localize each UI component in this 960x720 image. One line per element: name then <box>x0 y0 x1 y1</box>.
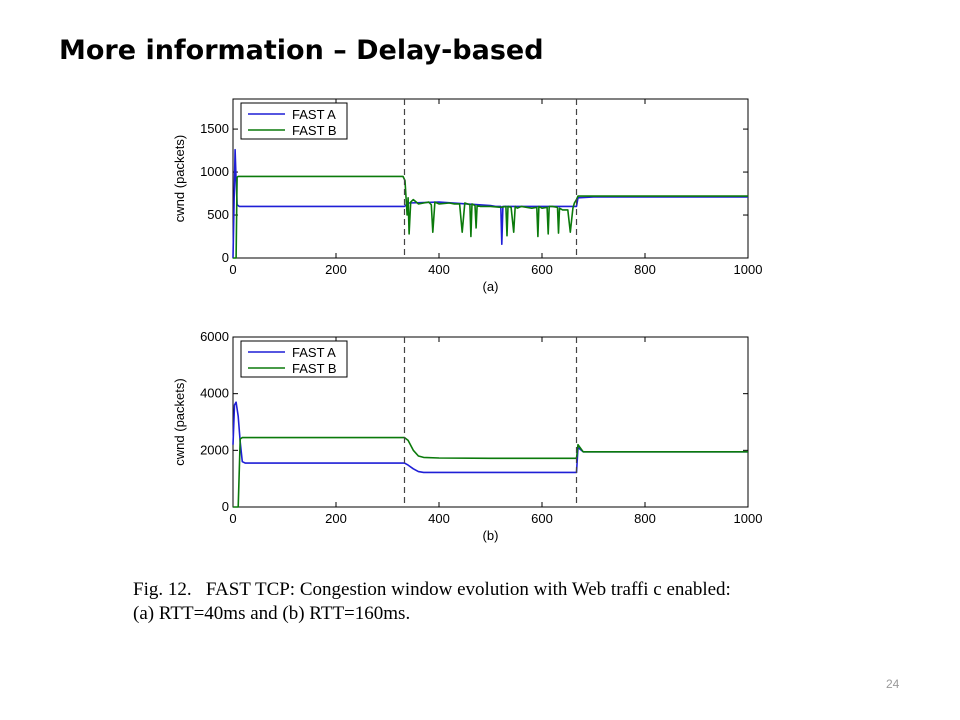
panel-b-series-fast-b <box>233 436 748 508</box>
panel-a-x-axis-label: (a) <box>483 279 499 294</box>
panel-a-legend-box <box>240 102 348 140</box>
figure-caption: Fig. 12. FAST TCP: Congestion window evo… <box>133 578 833 626</box>
panel-b-x-tick-label: 0 <box>229 511 236 526</box>
page-number: 24 <box>886 677 900 691</box>
panel-b-legend-label-fast-b: FAST B <box>292 361 337 376</box>
panel-b-chart: 0 200 400 600 800 1000 0 2000 4000 6000 (b) cwnd (p… <box>172 329 762 543</box>
panel-b-x-tick-label: 400 <box>428 511 450 526</box>
panel-b-legend-label-fast-a: FAST A <box>292 345 336 360</box>
panel-b-x-tick-label: 200 <box>325 511 347 526</box>
panel-a-y-axis-label: cwnd (packets) <box>172 135 187 222</box>
panel-b-x-tick-label: 600 <box>531 511 553 526</box>
panel-a-legend-label-fast-a: FAST A <box>292 107 336 122</box>
panel-a-legend-label-fast-b: FAST B <box>292 123 337 138</box>
slide-title: More information – Delay-based <box>59 35 544 66</box>
caption-line-2: (a) RTT=40ms and (b) RTT=160ms. <box>133 603 411 624</box>
panel-a-x-tick-label: 200 <box>325 262 347 277</box>
panel-a-x-tick-label: 600 <box>531 262 553 277</box>
panel-b-y-tick-label: 4000 <box>200 386 229 401</box>
panel-b-x-axis-label: (b) <box>483 528 499 543</box>
panel-b-x-tick-label: 1000 <box>734 511 763 526</box>
panel-b-y-tick-label: 2000 <box>200 442 229 457</box>
panel-a-chart: 0 200 400 600 800 1000 0 500 1000 1500 (a) cwnd (pa… <box>172 98 763 294</box>
panel-b-y-tick-label: 6000 <box>200 329 229 344</box>
panel-b-legend-box <box>240 340 348 378</box>
panel-a-y-tick-label: 1500 <box>200 121 229 136</box>
panel-a-x-tick-label: 0 <box>229 262 236 277</box>
panel-a-x-tick-label: 800 <box>634 262 656 277</box>
panel-b-x-tick-label: 800 <box>634 511 656 526</box>
panel-a-series-fast-b <box>233 175 748 259</box>
panel-a-y-tick-label: 1000 <box>200 164 229 179</box>
panel-a-x-tick-label: 1000 <box>734 262 763 277</box>
panel-b-y-tick-label: 0 <box>222 499 229 514</box>
panel-b-y-axis-label: cwnd (packets) <box>172 378 187 465</box>
panel-a-x-tick-label: 400 <box>428 262 450 277</box>
caption-line-1: Fig. 12. FAST TCP: Congestion window evo… <box>133 579 731 600</box>
panel-a-y-tick-label: 0 <box>222 250 229 265</box>
panel-a-y-tick-label: 500 <box>207 207 229 222</box>
